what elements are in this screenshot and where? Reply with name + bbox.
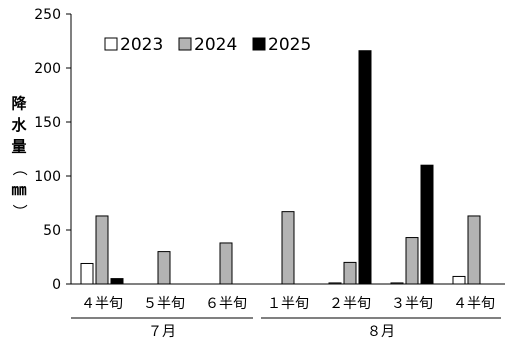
legend: 2023 2024 2025 xyxy=(104,35,311,55)
bar-2024 xyxy=(405,237,419,285)
y-axis-label-char: 水 xyxy=(11,116,27,134)
y-tick-label: 250 xyxy=(34,7,61,23)
y-axis-label-char: 降 xyxy=(11,95,27,113)
x-tick-label: ３半旬 xyxy=(391,296,433,312)
x-tick-label: ４半旬 xyxy=(453,296,495,312)
legend-swatch xyxy=(178,37,192,51)
legend-swatch xyxy=(252,37,266,51)
bar-2024 xyxy=(467,215,481,285)
x-tick-label: ６半旬 xyxy=(205,296,247,312)
legend-swatch xyxy=(104,37,118,51)
bar-2023 xyxy=(452,275,466,285)
bar-2025 xyxy=(420,164,434,285)
y-axis-label: 降水量 （ ㎜ ） xyxy=(11,95,29,220)
x-tick-label: １半旬 xyxy=(267,296,309,312)
y-tick-label: 150 xyxy=(34,115,61,131)
month-label: ７月 xyxy=(148,324,176,340)
y-axis-label-char: ） xyxy=(11,204,29,219)
bar-2024 xyxy=(219,242,233,285)
bar-2024 xyxy=(343,261,357,285)
legend-label: 2023 xyxy=(120,35,163,55)
y-axis-label-char: 量 xyxy=(11,138,26,156)
bar-2023 xyxy=(80,262,94,285)
x-axis: ４半旬 ５半旬 ６半旬 １半旬 ２半旬 ３半旬 ４半旬 ７月 ８月 xyxy=(71,283,505,340)
x-tick-label: ２半旬 xyxy=(329,296,371,312)
x-tick-label: ５半旬 xyxy=(143,296,185,312)
legend-label: 2024 xyxy=(194,35,237,55)
month-label: ８月 xyxy=(367,324,395,340)
y-tick-label: 200 xyxy=(34,61,61,77)
bar-2024 xyxy=(281,211,295,285)
legend-label: 2025 xyxy=(268,35,311,55)
y-axis-label-char: （ xyxy=(11,161,29,176)
x-tick-label: ４半旬 xyxy=(81,296,123,312)
y-axis: 0 50 100 150 200 250 xyxy=(34,7,72,293)
y-tick-label: 100 xyxy=(34,169,61,185)
bar-2024 xyxy=(157,251,171,285)
bar-2025 xyxy=(358,50,372,285)
y-tick-label: 50 xyxy=(43,223,61,239)
y-axis-label-char: ㎜ xyxy=(11,181,26,199)
y-tick-label: 0 xyxy=(52,277,61,293)
bars xyxy=(80,50,481,285)
bar-2025 xyxy=(110,278,124,285)
bar-2024 xyxy=(95,215,109,285)
